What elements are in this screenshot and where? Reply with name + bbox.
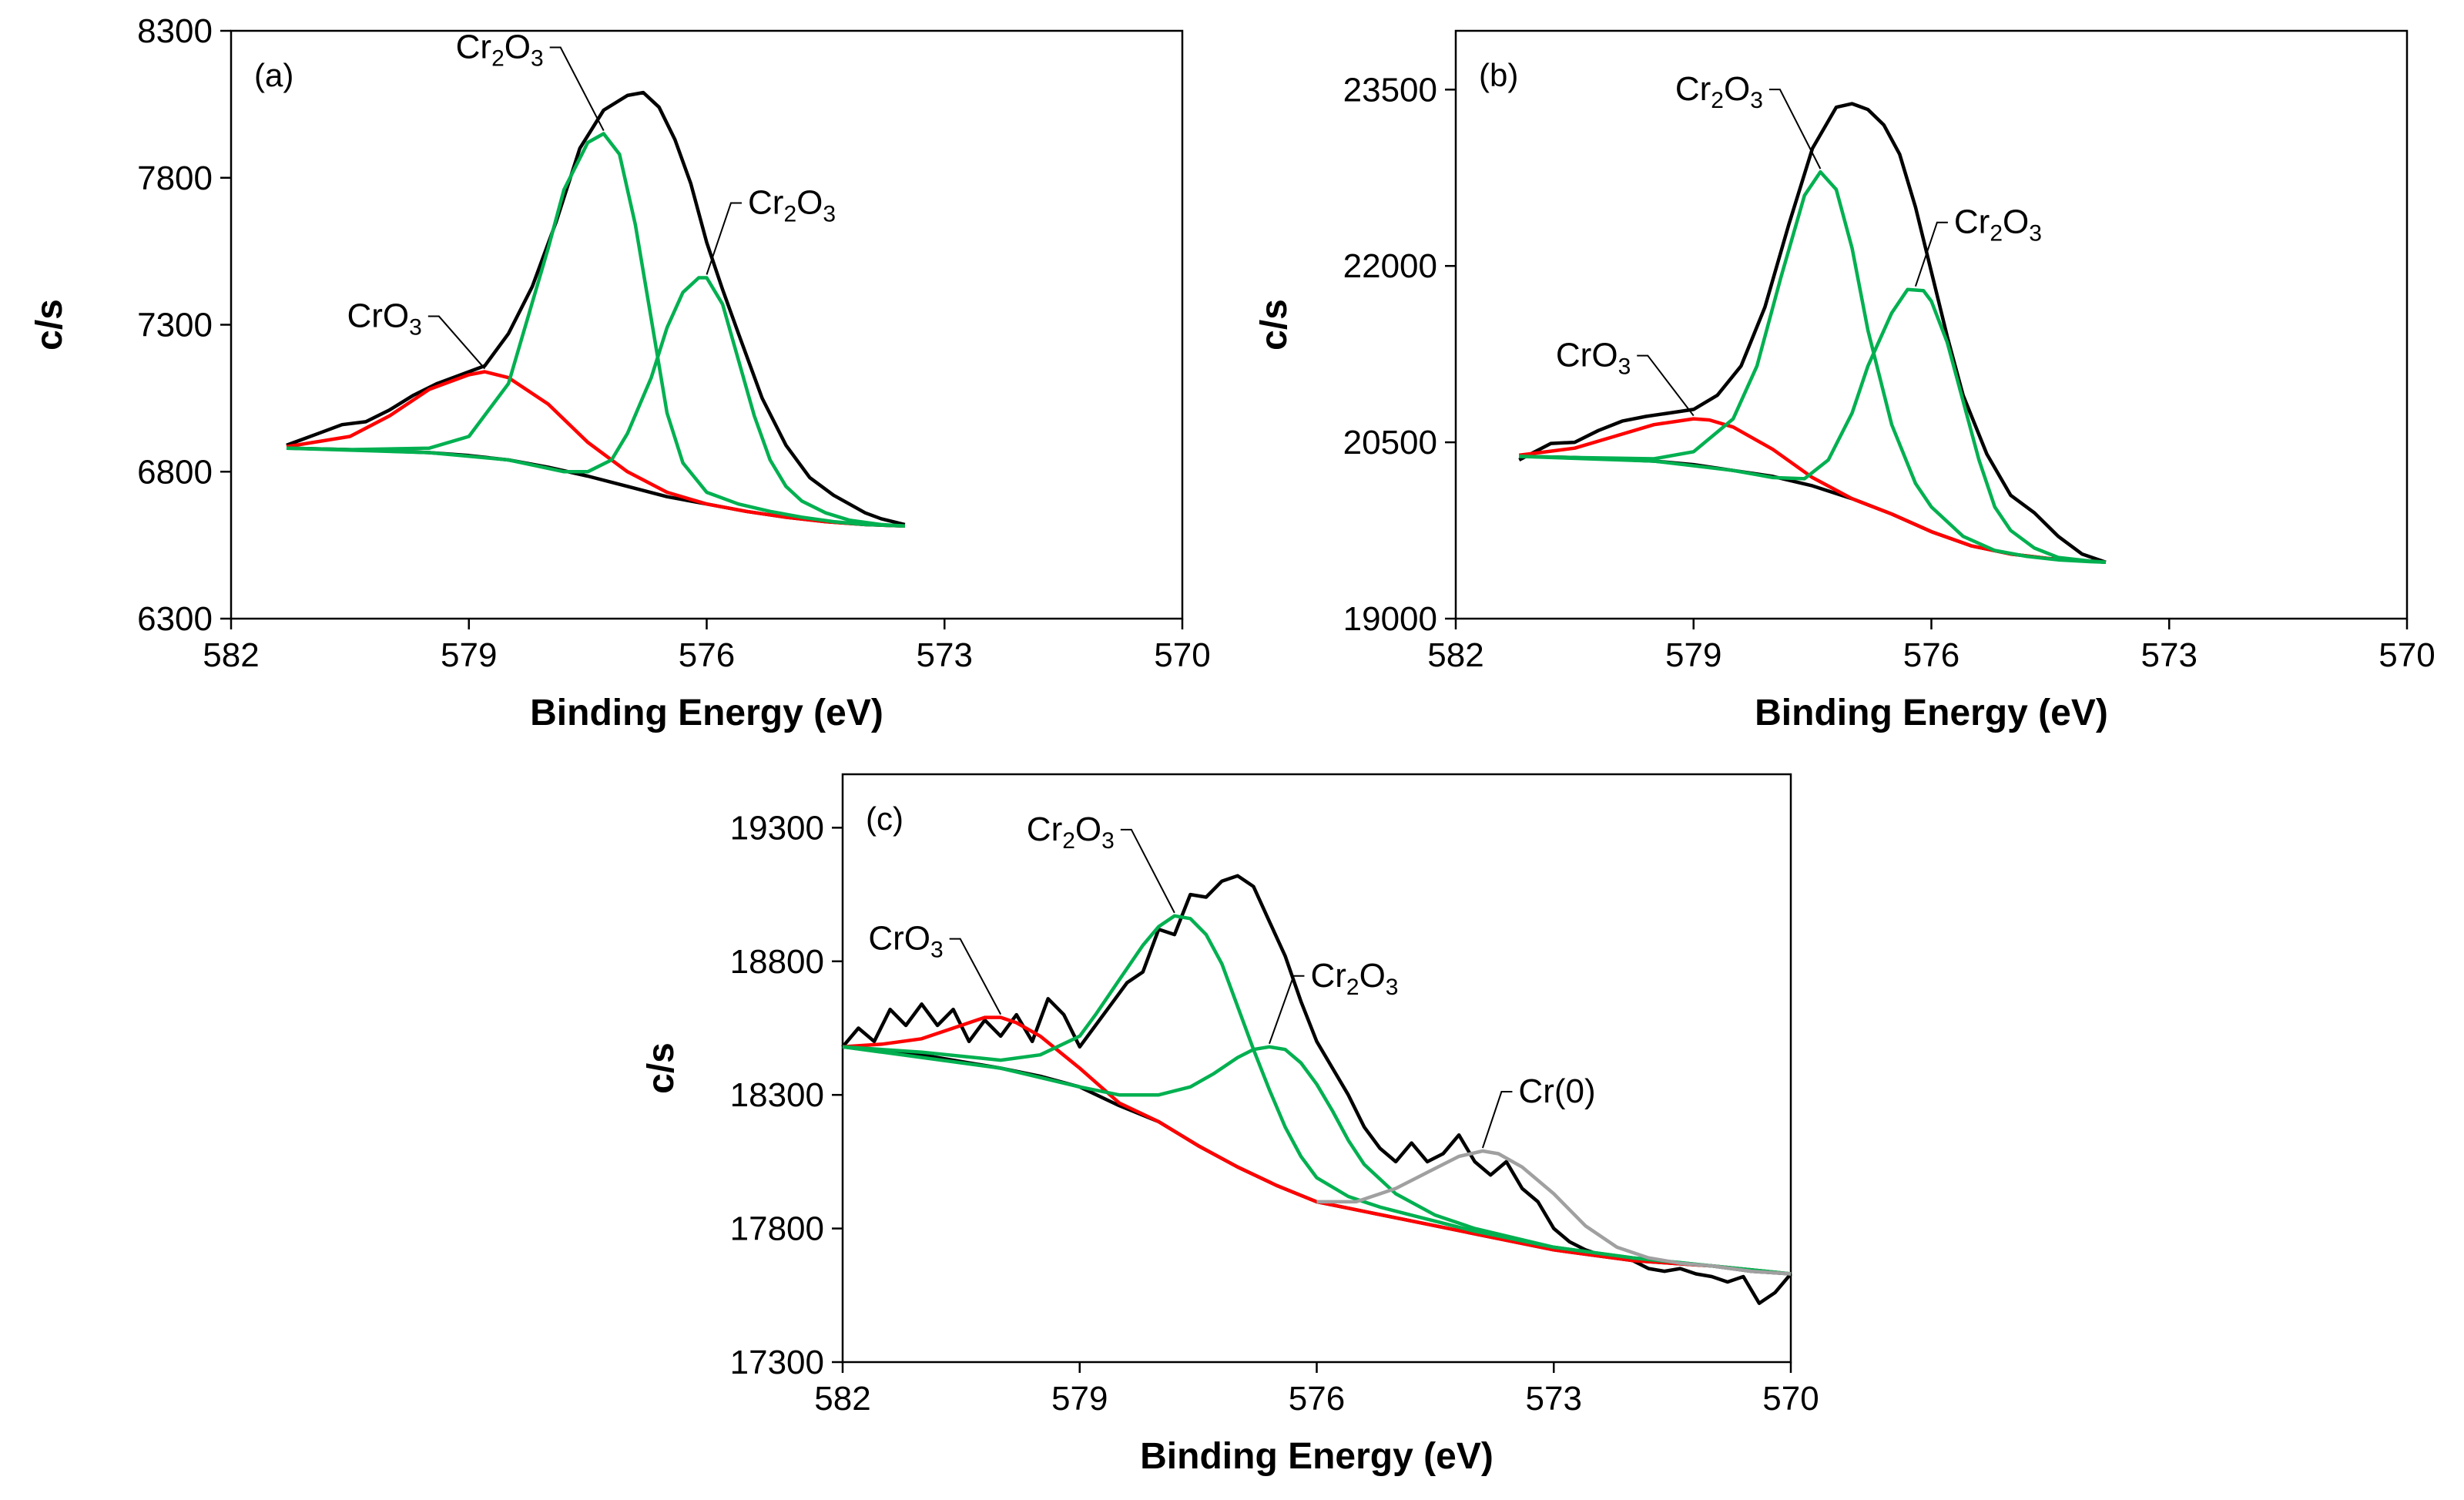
envelope-line: [286, 90, 906, 527]
x-tick-label: 570: [1154, 636, 1210, 674]
panel-label: (a): [254, 57, 293, 93]
component-line-cro3: [842, 1015, 1792, 1276]
annotation-leader: [1637, 354, 1695, 417]
chart-panel-a: 582 579 576 573 570 6300 6800 7300 7800 8300 Bindi…: [29, 12, 1211, 733]
x-tick-label: 570: [1762, 1380, 1819, 1418]
x-axis-title: Binding Energy (eV): [530, 693, 883, 733]
component-line-cro3: [1519, 417, 2107, 565]
background-line: [286, 446, 905, 529]
y-tick-label: 23500: [1343, 71, 1437, 109]
annotation-label: Cr2O3: [1954, 203, 2042, 247]
x-tick-label: 573: [917, 636, 973, 674]
y-tick-label: 6300: [137, 600, 213, 638]
annotation-label: CrO3: [1556, 337, 1631, 380]
component-line-cro3: [286, 370, 905, 529]
x-tick-label: 582: [814, 1380, 870, 1418]
x-tick-label: 582: [1427, 636, 1483, 674]
x-axis-title: Binding Energy (eV): [1140, 1436, 1493, 1477]
plot-frame: [841, 773, 1792, 1364]
annotation-leader: [1481, 1091, 1513, 1149]
annotation-leader: [949, 938, 1002, 1015]
annotation-label: Cr2O3: [456, 29, 544, 72]
component-line-cr2o3: [1519, 169, 2106, 565]
x-tick-label: 579: [1665, 636, 1721, 674]
annotation-label: Cr2O3: [1310, 957, 1398, 1000]
annotation-leader: [427, 315, 486, 370]
annotation-leader: [1120, 828, 1175, 914]
annotation-leader: [1914, 221, 1948, 287]
y-tick-label: 17800: [730, 1210, 824, 1248]
y-tick-label: 19000: [1343, 600, 1437, 638]
y-tick-label: 7800: [137, 159, 213, 197]
annotation-leader: [1269, 975, 1305, 1045]
component-line-cr2o3: [842, 1045, 1792, 1276]
annotation-label: Cr2O3: [1675, 70, 1763, 113]
x-axis-title: Binding Energy (eV): [1755, 693, 2108, 733]
annotation-label: CrO3: [347, 297, 421, 341]
y-axis-title: c/s: [29, 299, 70, 351]
annotation-leader: [1768, 89, 1822, 169]
component-line-cr2o3: [286, 132, 905, 529]
annotation-label: Cr2O3: [1027, 810, 1115, 854]
x-tick-label: 573: [1526, 1380, 1582, 1418]
y-tick-label: 8300: [137, 12, 213, 50]
background-line: [842, 1045, 1792, 1276]
y-tick-label: 20500: [1343, 424, 1437, 461]
annotation-leader: [549, 46, 605, 131]
annotation-label: Cr(0): [1518, 1072, 1595, 1110]
annotation-leader: [706, 202, 742, 275]
x-tick-label: 582: [203, 636, 259, 674]
x-tick-label: 573: [2141, 636, 2197, 674]
y-tick-label: 6800: [137, 453, 213, 491]
component-line-cr0: [1316, 1149, 1792, 1276]
y-axis-title: c/s: [1254, 299, 1295, 351]
panel-label: (b): [1479, 57, 1518, 93]
envelope-line: [841, 874, 1792, 1305]
component-line-cr2o3: [1519, 287, 2107, 565]
x-tick-label: 570: [2379, 636, 2435, 674]
y-tick-label: 19300: [730, 809, 824, 847]
component-line-cr2o3: [286, 276, 905, 529]
annotation-label: CrO3: [868, 920, 943, 963]
chart-panel-b: 582 579 576 573 570 19000 20500 22000 23500 Bindi…: [1254, 29, 2436, 733]
y-tick-label: 22000: [1343, 247, 1437, 285]
x-tick-label: 576: [679, 636, 735, 674]
y-tick-label: 18800: [730, 943, 824, 981]
x-tick-label: 579: [441, 636, 497, 674]
y-tick-label: 17300: [730, 1344, 824, 1381]
y-axis-title: c/s: [641, 1042, 682, 1094]
x-tick-label: 579: [1051, 1380, 1108, 1418]
x-tick-label: 576: [1903, 636, 1959, 674]
envelope-line: [1518, 102, 2107, 564]
y-tick-label: 7300: [137, 307, 213, 344]
panel-label: (c): [866, 800, 903, 837]
y-tick-label: 18300: [730, 1076, 824, 1114]
x-tick-label: 576: [1289, 1380, 1345, 1418]
annotation-label: Cr2O3: [748, 183, 836, 227]
chart-panel-c: 582 579 576 573 570 17300 17800 18300 18800 19300…: [641, 773, 1819, 1477]
